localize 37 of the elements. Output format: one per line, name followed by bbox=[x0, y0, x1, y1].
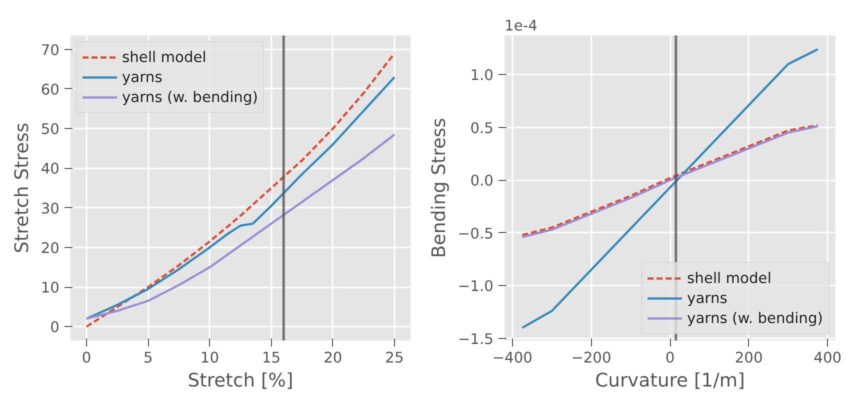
y-tick-label: 50 bbox=[40, 121, 60, 138]
x-tick-label: −200 bbox=[571, 350, 612, 366]
y-tick-label: 60 bbox=[40, 81, 60, 98]
y-tick-label: 1.0 bbox=[470, 67, 494, 84]
y-tick-label: 0.0 bbox=[470, 172, 494, 190]
legend-label: yarns (w. bending) bbox=[122, 88, 258, 106]
legend-label: yarns (w. bending) bbox=[687, 310, 823, 326]
legend-label: shell model bbox=[687, 270, 772, 286]
x-tick-label: −400 bbox=[492, 350, 533, 366]
x-axis-title: Stretch [%] bbox=[188, 370, 294, 392]
x-tick-label: 400 bbox=[814, 350, 842, 366]
x-axis-title: Curvature [1/m] bbox=[595, 370, 745, 392]
x-tick-label: 25 bbox=[385, 350, 404, 366]
x-tick-label: 0 bbox=[82, 350, 92, 366]
y-tick-label: 70 bbox=[40, 42, 60, 59]
x-tick-label: 5 bbox=[143, 350, 153, 366]
y-tick-label: 30 bbox=[40, 200, 60, 218]
y-tick-label: −1.5 bbox=[458, 330, 494, 348]
y-tick-label: −1.0 bbox=[458, 278, 494, 296]
x-tick-label: 10 bbox=[200, 350, 220, 366]
y-tick-label: 0.5 bbox=[470, 120, 494, 137]
y-tick-label: −0.5 bbox=[458, 225, 494, 242]
legend-label: shell model bbox=[122, 48, 206, 66]
y-tick-label: 20 bbox=[40, 240, 60, 257]
x-tick-label: 20 bbox=[324, 350, 342, 366]
x-tick-label: 200 bbox=[734, 350, 763, 366]
y-tick-label: 40 bbox=[40, 160, 60, 178]
y-axis-title: Stretch Stress bbox=[12, 122, 33, 254]
legend-label: yarns bbox=[122, 68, 162, 86]
x-tick-label: 15 bbox=[262, 350, 281, 366]
line-series bbox=[85, 133, 396, 320]
x-tick-label: 0 bbox=[665, 350, 675, 366]
y-tick-label: 10 bbox=[40, 280, 60, 297]
text: 1e-4 bbox=[504, 18, 538, 34]
y-tick-label: 0 bbox=[50, 319, 60, 336]
legend-label: yarns bbox=[687, 290, 728, 306]
y-axis-title: Bending Stress bbox=[428, 118, 450, 258]
